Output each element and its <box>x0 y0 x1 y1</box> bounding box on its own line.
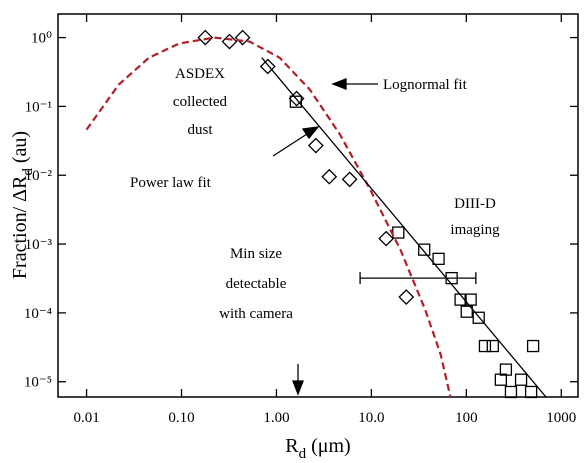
annotation: detectable <box>226 276 287 292</box>
diamond-marker <box>398 289 415 305</box>
square-marker <box>514 373 528 386</box>
annotation: Lognormal fit <box>383 77 468 93</box>
fit-line <box>261 57 547 398</box>
diamond-marker <box>378 230 395 247</box>
y-tick-label: 10⁻² <box>25 168 53 184</box>
annotation: collected <box>173 94 228 110</box>
diamond-marker <box>341 171 358 188</box>
square-marker <box>504 385 518 399</box>
square-marker <box>478 339 492 353</box>
annotation: with camera <box>219 306 293 322</box>
square-marker <box>486 339 499 353</box>
y-tick-label: 10⁻¹ <box>25 99 52 115</box>
x-tick-label: 0.01 <box>73 410 99 426</box>
plot-frame <box>57 13 579 398</box>
x-axis-label: Rd (μm) <box>285 435 350 462</box>
y-tick-label: 10⁻⁵ <box>24 375 52 391</box>
annotation: imaging <box>450 222 500 238</box>
x-tick-label: 1000 <box>546 410 576 426</box>
square-marker <box>499 363 513 376</box>
square-marker <box>392 226 405 239</box>
fit-line <box>85 36 452 398</box>
annotation: ASDEX <box>175 66 225 82</box>
annotation: Min size <box>230 246 282 262</box>
square-marker <box>432 252 445 265</box>
y-axis-label: Fraction/ ΔRd (au) <box>9 131 36 279</box>
diamond-marker <box>197 29 214 46</box>
diamond-marker <box>234 29 251 46</box>
x-tick-label: 1.00 <box>263 410 289 426</box>
square-marker <box>494 373 508 386</box>
x-tick-label: 10.0 <box>358 410 384 426</box>
x-tick-label: 100 <box>455 410 478 426</box>
square-marker <box>472 311 485 324</box>
y-tick-label: 10⁻⁴ <box>24 306 52 322</box>
diamond-marker <box>259 58 276 75</box>
diamond-marker <box>221 33 238 50</box>
square-marker <box>418 243 431 256</box>
x-tick-label: 0.10 <box>168 410 194 426</box>
annotation: Power law fit <box>130 175 212 191</box>
diamond-marker <box>307 137 324 154</box>
y-tick-label: 10⁰ <box>31 31 52 47</box>
annotation: dust <box>187 122 213 138</box>
y-tick-label: 10⁻³ <box>25 237 53 253</box>
diamond-marker <box>321 168 338 185</box>
square-marker <box>524 385 538 399</box>
annotation: DIII-D <box>454 196 496 212</box>
square-marker <box>526 339 540 353</box>
square-marker <box>289 95 302 108</box>
square-marker <box>460 305 473 318</box>
arrows <box>272 78 378 396</box>
